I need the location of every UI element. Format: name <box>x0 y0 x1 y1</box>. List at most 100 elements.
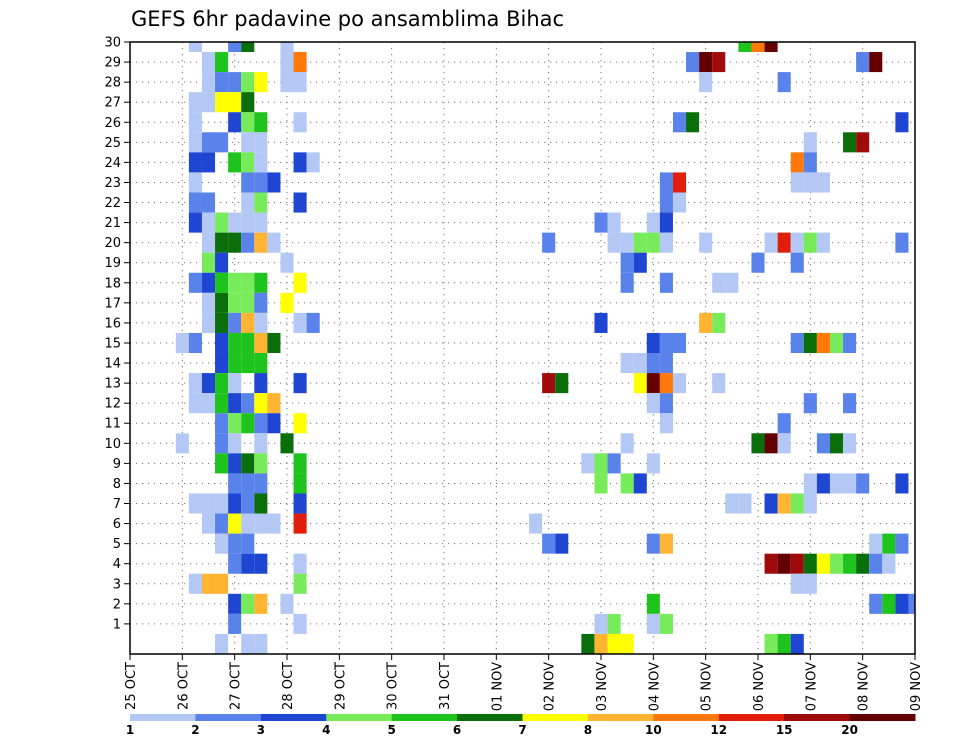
y-tick-label: 4 <box>113 557 121 572</box>
precip-cell <box>699 72 713 93</box>
precip-cell <box>293 573 307 594</box>
precip-cell <box>241 473 255 494</box>
y-axis-ticks: 1234567891011121314151617181920212223242… <box>104 36 130 632</box>
x-tick-label: 03 NOV <box>595 662 610 711</box>
precip-cell <box>594 212 608 233</box>
y-tick-label: 7 <box>113 497 121 512</box>
precip-cell <box>829 553 844 574</box>
precip-cell <box>241 72 255 93</box>
precip-cell <box>228 353 242 374</box>
precip-cell <box>228 272 242 293</box>
y-tick-label: 24 <box>104 156 121 171</box>
precip-cell <box>594 613 608 634</box>
precip-cell <box>228 292 242 313</box>
precip-cell <box>215 413 229 434</box>
precip-cell <box>188 42 202 53</box>
precip-cell <box>646 533 660 554</box>
precip-cell <box>659 393 673 414</box>
precip-cell <box>594 312 608 333</box>
precip-cell <box>790 172 804 193</box>
y-tick-label: 20 <box>104 236 121 251</box>
precip-cell <box>241 42 255 53</box>
precip-cell <box>228 152 242 173</box>
precip-cell <box>201 152 216 173</box>
precip-cell <box>228 42 242 53</box>
precip-cell <box>738 42 752 53</box>
precip-cell <box>215 72 229 93</box>
precip-cell <box>241 212 255 233</box>
colorbar: 1 2 3 4 5 6 7 8 10 12 15 20 <box>126 714 916 737</box>
colorbar-label: 6 <box>453 723 461 737</box>
precip-cell <box>843 473 857 494</box>
precip-cell <box>633 232 647 253</box>
y-tick-label: 18 <box>104 276 121 291</box>
precip-cell <box>712 373 726 394</box>
precip-cell <box>620 433 634 454</box>
precip-cell <box>659 272 673 293</box>
y-tick-label: 12 <box>104 397 121 412</box>
precip-cell <box>869 553 883 574</box>
precip-cell <box>241 112 255 133</box>
precip-cell <box>228 312 242 333</box>
y-tick-label: 15 <box>104 336 121 351</box>
precip-cell <box>646 232 660 253</box>
y-tick-label: 26 <box>104 116 121 131</box>
precip-cell <box>293 473 307 494</box>
precip-cell <box>201 52 216 73</box>
precip-cell <box>228 553 242 574</box>
precip-cell <box>201 272 216 293</box>
precip-cell <box>228 112 242 133</box>
y-tick-label: 28 <box>104 76 121 91</box>
precip-cell <box>241 332 255 354</box>
precip-cell <box>646 373 660 394</box>
precip-cell <box>254 132 268 153</box>
precip-cell <box>215 393 229 414</box>
colorbar-label: 15 <box>776 723 793 737</box>
precip-cell <box>659 413 673 434</box>
precip-cell <box>215 332 229 354</box>
precip-cell <box>790 152 804 173</box>
precip-cell <box>646 353 660 374</box>
precip-cell <box>843 332 857 354</box>
precip-cell <box>672 192 687 213</box>
precip-cell <box>228 332 242 354</box>
precip-cell <box>201 393 216 414</box>
precip-cell <box>215 373 229 394</box>
precip-cell <box>188 373 202 394</box>
precip-cell <box>764 433 778 454</box>
precip-cell <box>228 373 242 394</box>
precip-cell <box>803 493 817 514</box>
precip-cell <box>895 593 909 614</box>
y-tick-label: 21 <box>104 216 121 231</box>
precip-cell <box>228 212 242 233</box>
precip-cell <box>659 192 673 213</box>
precip-cell <box>659 232 673 253</box>
precip-cell <box>215 252 229 273</box>
precip-cell <box>777 413 791 434</box>
precip-cell <box>790 493 804 514</box>
precip-cell <box>293 553 307 574</box>
precip-cell <box>869 52 883 73</box>
colorbar-swatch <box>130 714 196 721</box>
precip-cell <box>254 172 268 193</box>
y-tick-label: 27 <box>104 96 121 111</box>
colorbar-swatch <box>718 714 785 721</box>
precip-cell <box>175 433 189 454</box>
precip-cell <box>293 192 307 213</box>
precip-cell <box>790 633 804 654</box>
precip-cell <box>803 473 817 494</box>
precip-cell <box>215 633 229 654</box>
precip-cell <box>293 52 307 73</box>
precip-cell <box>843 393 857 414</box>
precip-cell <box>188 192 202 213</box>
precip-cell <box>201 292 216 313</box>
precip-cell <box>306 312 320 333</box>
precip-cell <box>555 533 569 554</box>
precip-cell <box>869 593 883 614</box>
y-tick-label: 5 <box>113 537 121 552</box>
colorbar-label: 1 <box>126 723 134 737</box>
colorbar-swatch <box>522 714 589 721</box>
precip-cell <box>215 92 229 113</box>
precip-cell <box>620 272 634 293</box>
precip-cell <box>293 152 307 173</box>
